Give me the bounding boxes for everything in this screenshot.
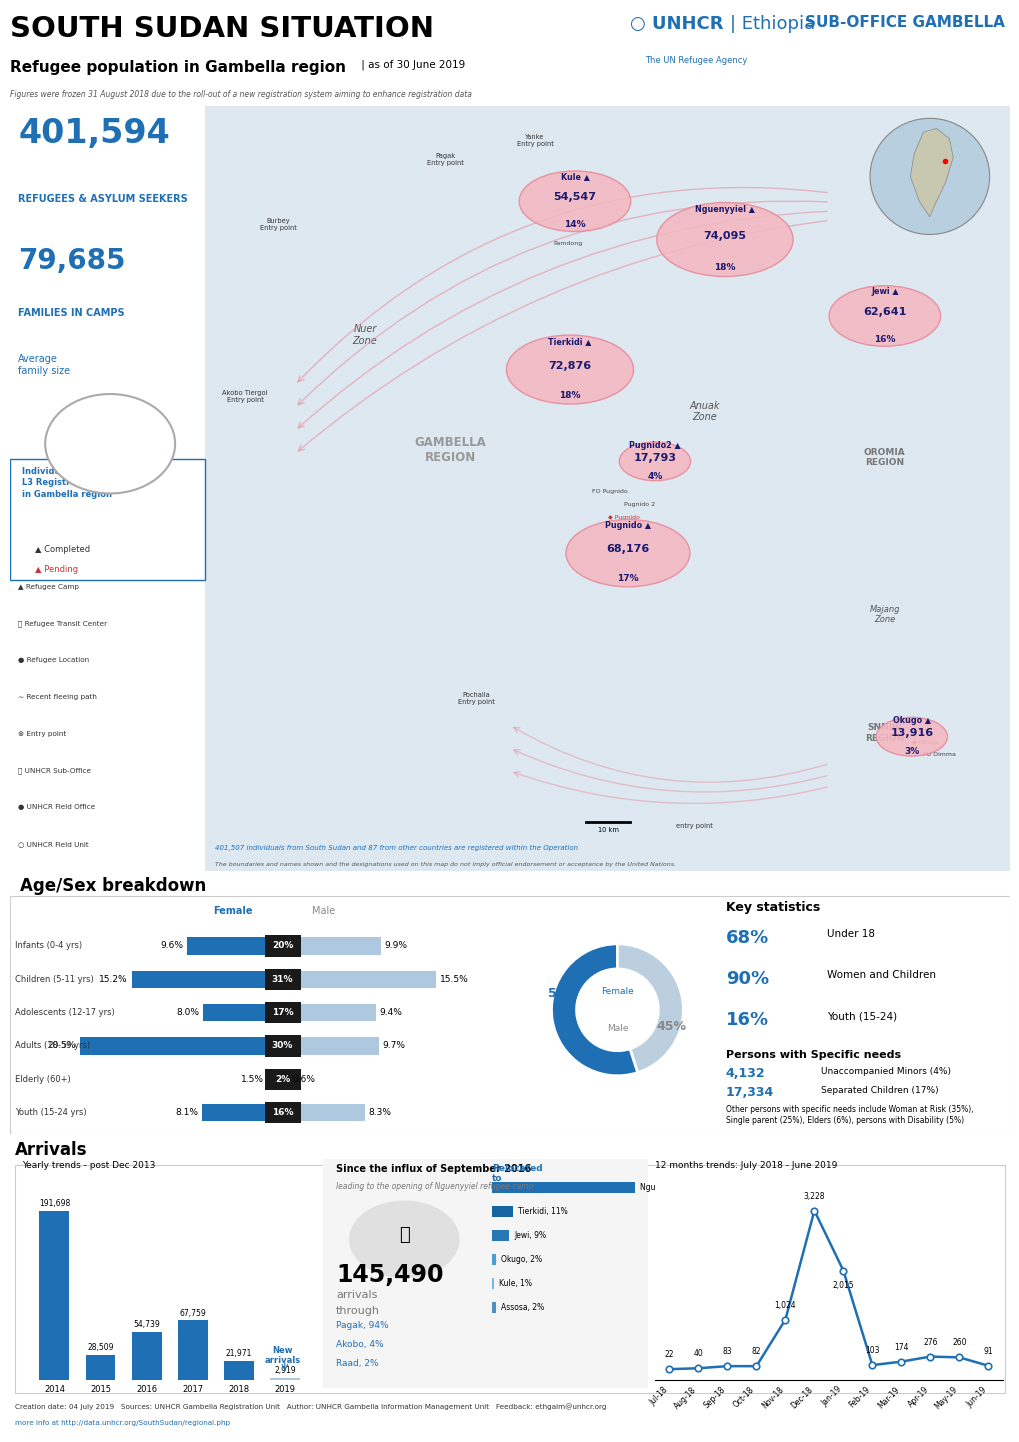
Text: Majang
Zone: Majang Zone — [869, 604, 899, 624]
Text: OROMIA
REGION: OROMIA REGION — [863, 448, 905, 467]
Text: 18%: 18% — [713, 264, 735, 273]
Text: 17%: 17% — [616, 574, 638, 584]
Text: 401,507 individuals from South Sudan and 87 from other countries are registered : 401,507 individuals from South Sudan and… — [215, 845, 578, 851]
Ellipse shape — [875, 717, 947, 756]
Text: Tierkidi ▲: Tierkidi ▲ — [548, 337, 591, 346]
Text: Jewi ▲: Jewi ▲ — [870, 287, 898, 296]
Text: FO Pugnido: FO Pugnido — [591, 489, 628, 495]
Text: 401,594: 401,594 — [18, 117, 170, 150]
Text: ▲ Pending: ▲ Pending — [35, 565, 78, 574]
Text: 14%: 14% — [564, 219, 585, 229]
Text: Akobo Tiergol
Entry point: Akobo Tiergol Entry point — [222, 389, 268, 402]
FancyBboxPatch shape — [10, 459, 205, 580]
Text: ⊗ Entry point: ⊗ Entry point — [18, 731, 66, 737]
Text: 3%: 3% — [903, 747, 918, 756]
Text: 68,176: 68,176 — [605, 544, 649, 554]
Text: Arrivals: Arrivals — [15, 1141, 88, 1159]
Ellipse shape — [619, 443, 690, 480]
FancyBboxPatch shape — [10, 105, 205, 871]
FancyBboxPatch shape — [10, 895, 1009, 1135]
Text: 18%: 18% — [558, 391, 580, 401]
Text: Pugnido 2: Pugnido 2 — [624, 502, 655, 508]
Text: more info at http://data.unhcr.org/SouthSudan/regional.php: more info at http://data.unhcr.org/South… — [15, 1420, 230, 1426]
Text: 13,916: 13,916 — [890, 728, 932, 738]
Text: ◆ Okugo: ◆ Okugo — [911, 740, 938, 746]
Text: Pochalla
Entry point: Pochalla Entry point — [458, 692, 494, 705]
Text: 74,095: 74,095 — [703, 231, 746, 241]
Text: Pugnido ▲: Pugnido ▲ — [604, 521, 650, 531]
Text: ● Refugee Location: ● Refugee Location — [18, 658, 90, 663]
Text: Figures were frozen 31 August 2018 due to the roll-out of a new registration sys: Figures were frozen 31 August 2018 due t… — [10, 89, 472, 99]
Text: Okugo ▲: Okugo ▲ — [892, 717, 930, 725]
Ellipse shape — [506, 335, 633, 404]
Text: Individual Comprehensive
L3 Registration progress
in Gambella region: Individual Comprehensive L3 Registration… — [22, 467, 146, 499]
Text: 16%: 16% — [873, 335, 895, 343]
Text: ∼ Recent fleeing path: ∼ Recent fleeing path — [18, 694, 97, 699]
Text: ○ UNHCR: ○ UNHCR — [630, 16, 722, 33]
Text: Yanke
Entry point: Yanke Entry point — [516, 134, 553, 147]
Ellipse shape — [656, 202, 793, 277]
Text: The UN Refugee Agency: The UN Refugee Agency — [644, 56, 747, 65]
Text: Average
family size: Average family size — [18, 355, 70, 376]
Text: Ⓒ UNHCR Sub-Office: Ⓒ UNHCR Sub-Office — [18, 767, 91, 774]
Text: ▲ Completed: ▲ Completed — [35, 545, 91, 555]
Text: SOUTH SUDAN SITUATION: SOUTH SUDAN SITUATION — [10, 16, 434, 43]
Text: Burbey
Entry point: Burbey Entry point — [260, 218, 297, 231]
Text: Refugee population in Gambella region: Refugee population in Gambella region — [10, 59, 345, 75]
Text: 5: 5 — [100, 428, 120, 457]
Text: Nguenyyiel ▲: Nguenyyiel ▲ — [694, 205, 754, 213]
Text: Nuer
Zone: Nuer Zone — [353, 324, 377, 346]
Text: 62,641: 62,641 — [862, 307, 906, 317]
Text: ◆ Pugnido: ◆ Pugnido — [607, 515, 639, 519]
Text: 10 km: 10 km — [597, 828, 618, 833]
Text: 72,876: 72,876 — [548, 360, 591, 371]
Text: Pamdong: Pamdong — [553, 241, 582, 245]
Text: 54,547: 54,547 — [553, 192, 596, 202]
Text: REFUGEES & ASYLUM SEEKERS: REFUGEES & ASYLUM SEEKERS — [18, 193, 187, 203]
FancyBboxPatch shape — [205, 105, 1009, 871]
Text: Age/Sex breakdown: Age/Sex breakdown — [20, 877, 206, 895]
Text: Pagak
Entry point: Pagak Entry point — [426, 153, 463, 166]
Text: ○ UNHCR Field Unit: ○ UNHCR Field Unit — [18, 841, 89, 846]
Text: 17,793: 17,793 — [633, 453, 676, 463]
Ellipse shape — [828, 286, 940, 346]
Text: | Ethiopia: | Ethiopia — [730, 16, 814, 33]
Ellipse shape — [566, 519, 689, 587]
Text: The boundaries and names shown and the designations used on this map do not impl: The boundaries and names shown and the d… — [215, 862, 676, 867]
Text: ▲ Refugee Camp: ▲ Refugee Camp — [18, 584, 79, 590]
Text: SUB-OFFICE GAMBELLA: SUB-OFFICE GAMBELLA — [804, 16, 1004, 30]
Text: FAMILIES IN CAMPS: FAMILIES IN CAMPS — [18, 309, 124, 319]
Text: FU Dimma: FU Dimma — [922, 751, 956, 757]
Text: Creation date: 04 July 2019   Sources: UNHCR Gambella Registration Unit   Author: Creation date: 04 July 2019 Sources: UNH… — [15, 1403, 606, 1410]
FancyBboxPatch shape — [15, 1165, 1004, 1393]
Text: SNNPR
REGION: SNNPR REGION — [864, 724, 904, 743]
Text: ⛾ Refugee Transit Center: ⛾ Refugee Transit Center — [18, 620, 107, 627]
Text: ● UNHCR Field Office: ● UNHCR Field Office — [18, 805, 96, 810]
Text: Anuak
Zone: Anuak Zone — [689, 401, 719, 423]
Text: Pugnido2 ▲: Pugnido2 ▲ — [629, 441, 680, 450]
Text: | as of 30 June 2019: | as of 30 June 2019 — [358, 59, 465, 71]
Text: 79,685: 79,685 — [18, 247, 125, 275]
Ellipse shape — [519, 172, 630, 232]
Text: GAMBELLA
REGION: GAMBELLA REGION — [414, 435, 485, 464]
Text: 4%: 4% — [647, 472, 662, 480]
Circle shape — [45, 394, 175, 493]
Text: Kule ▲: Kule ▲ — [560, 172, 589, 182]
Text: entry point: entry point — [676, 823, 712, 829]
